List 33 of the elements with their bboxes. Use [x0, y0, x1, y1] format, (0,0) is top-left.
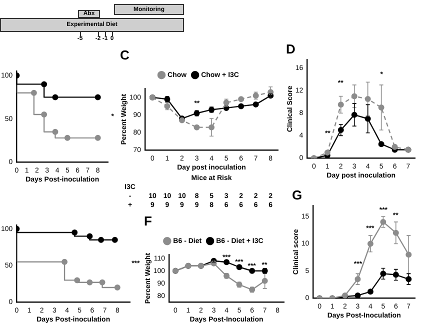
point [52, 94, 58, 100]
point [324, 150, 330, 156]
point [98, 236, 104, 243]
point [238, 103, 244, 110]
point [41, 81, 48, 88]
chart-title: F [144, 213, 152, 228]
point [262, 278, 268, 284]
point [364, 96, 371, 102]
point [30, 90, 37, 96]
point [62, 258, 68, 265]
point [94, 94, 101, 100]
point [354, 276, 361, 282]
point [52, 128, 58, 135]
point [114, 284, 120, 291]
point [380, 218, 386, 225]
point [74, 277, 80, 284]
point [99, 279, 106, 286]
point [194, 124, 200, 130]
point [64, 134, 70, 141]
point [41, 112, 48, 118]
point [392, 144, 398, 150]
point [380, 270, 386, 277]
point [112, 236, 118, 243]
point [378, 141, 384, 148]
point [94, 134, 101, 141]
chart-title: D [286, 41, 296, 56]
point [86, 233, 93, 240]
point [86, 279, 93, 286]
chart-title: C [120, 47, 130, 62]
chart-title: G [292, 187, 302, 202]
point [367, 288, 374, 295]
point [378, 104, 384, 110]
point [72, 230, 78, 236]
